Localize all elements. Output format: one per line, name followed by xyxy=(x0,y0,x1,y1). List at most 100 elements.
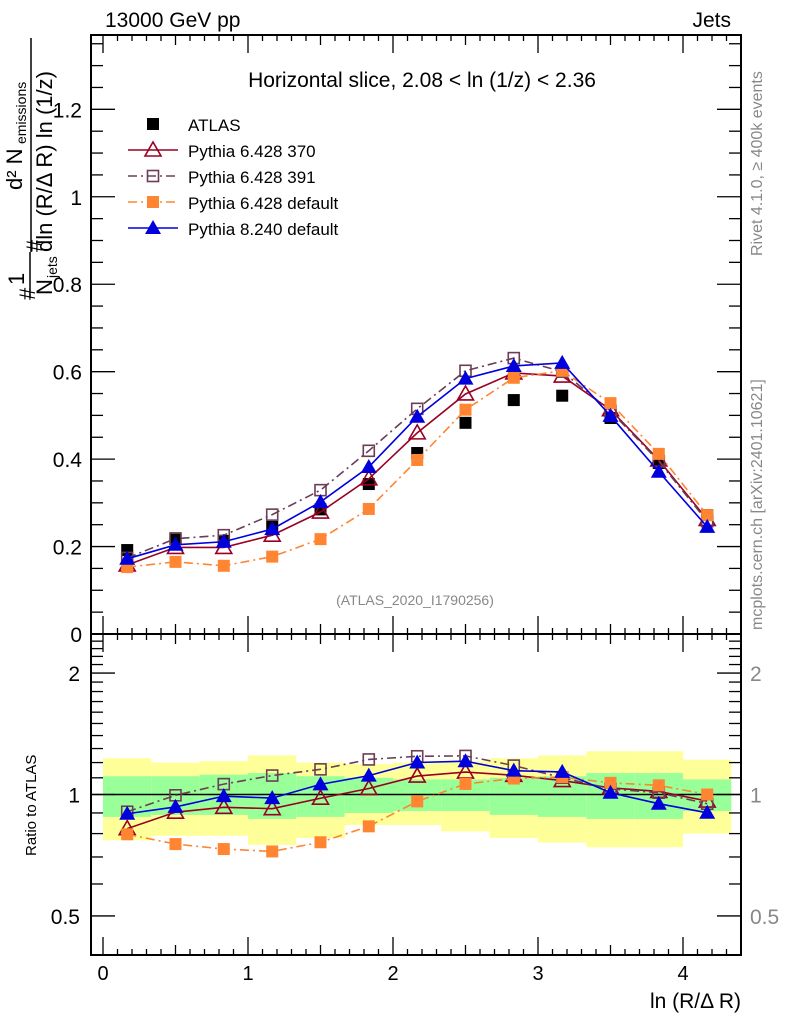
data-point-pythia-8-240-default xyxy=(312,493,329,508)
x-tick-label: 3 xyxy=(532,963,543,985)
legend-label-atlas: ATLAS xyxy=(188,116,241,135)
data-point-atlas xyxy=(459,416,472,429)
legend-marker-pythia-8-240-default xyxy=(145,220,161,234)
y-tick-label: 0.4 xyxy=(53,449,83,472)
ratio-point-pythia-8-240-default xyxy=(409,754,426,769)
ratio-y-tick-label-right: 0.5 xyxy=(750,906,779,929)
legend-marker-pythia-6-428-default xyxy=(147,196,159,208)
y-label-hash: # xyxy=(15,287,40,300)
x-tick-label: 4 xyxy=(677,963,688,985)
data-point-pythia-6-428-391 xyxy=(362,444,376,458)
data-point-pythia-6-428-default xyxy=(266,550,279,563)
ratio-point-pythia-6-428-370 xyxy=(407,766,427,783)
legend-marker-atlas xyxy=(147,118,159,130)
ratio-point-pythia-8-240-default xyxy=(360,767,377,782)
main-y-axis-label: # 1 N jets # d² N emissions dln (R/Δ R) … xyxy=(2,38,60,300)
data-point-pythia-6-428-370 xyxy=(407,423,427,440)
ratio-point-pythia-6-428-default xyxy=(314,836,327,849)
series-line-pythia-6-428-default xyxy=(127,369,708,568)
y-label-hash2: # xyxy=(22,239,47,252)
x-tick-label: 2 xyxy=(387,963,398,985)
y-tick-label: 0.8 xyxy=(53,274,82,297)
data-point-atlas xyxy=(556,389,569,402)
data-point-pythia-8-240-default xyxy=(215,533,232,548)
y-tick-label: 0 xyxy=(70,624,82,647)
ratio-y-axis-label: Ratio to ATLAS xyxy=(23,755,40,856)
rivet-version-label: Rivet 4.1.0, ≥ 400k events xyxy=(749,71,766,256)
ratio-point-pythia-6-428-391 xyxy=(265,769,279,782)
data-point-pythia-8-240-default xyxy=(505,357,522,372)
ratio-point-pythia-8-240-default xyxy=(215,788,232,803)
ratio-line-pythia-6-428-391 xyxy=(126,755,708,813)
ratio-point-pythia-8-240-default xyxy=(554,763,571,778)
data-point-pythia-8-240-default xyxy=(554,354,571,369)
ratio-point-pythia-8-240-default xyxy=(167,798,184,813)
legend-label-pythia-6-428-391: Pythia 6.428 391 xyxy=(188,168,316,187)
ratio-point-pythia-6-428-default xyxy=(459,777,472,790)
ratio-point-pythia-6-428-default xyxy=(169,838,182,851)
legend-label-pythia-6-428-370: Pythia 6.428 370 xyxy=(188,142,316,161)
main-series xyxy=(117,351,717,574)
data-point-pythia-6-428-default xyxy=(701,509,714,522)
data-point-pythia-6-428-391 xyxy=(265,508,279,521)
ratio-series xyxy=(117,749,717,858)
ratio-point-pythia-6-428-391 xyxy=(362,753,376,766)
data-point-atlas xyxy=(507,394,520,407)
legend-label-pythia-8-240-default: Pythia 8.240 default xyxy=(188,220,339,239)
data-point-pythia-8-240-default xyxy=(409,408,426,423)
data-point-pythia-6-428-default xyxy=(314,533,327,546)
ratio-y-tick-label-right: 2 xyxy=(750,663,762,686)
y-label-njets-sub: jets xyxy=(44,256,60,279)
ratio-point-pythia-6-428-default xyxy=(217,843,230,856)
ratio-point-pythia-8-240-default xyxy=(602,784,619,799)
ratio-y-tick-label: 1 xyxy=(68,785,80,808)
data-point-pythia-6-428-370 xyxy=(456,384,475,401)
ratio-point-pythia-6-428-370 xyxy=(311,788,330,806)
data-point-pythia-6-428-default xyxy=(362,502,375,515)
data-point-pythia-8-240-default xyxy=(264,521,281,536)
y-label-numerator-sub: emissions xyxy=(13,82,29,144)
ratio-point-pythia-8-240-default xyxy=(650,795,667,810)
legend-marker-pythia-6-428-391 xyxy=(146,169,160,183)
data-point-pythia-8-240-default xyxy=(360,458,377,473)
legend: ATLAS Pythia 6.428 370 Pythia 6.428 391 Pyt… xyxy=(128,116,339,239)
data-point-pythia-6-428-default xyxy=(217,559,230,572)
ratio-point-pythia-8-240-default xyxy=(505,762,522,777)
data-point-pythia-6-428-default xyxy=(604,397,617,410)
legend-label-pythia-6-428-default: Pythia 6.428 default xyxy=(188,194,339,213)
ratio-point-pythia-6-428-370 xyxy=(214,797,234,815)
ratio-point-pythia-6-428-391 xyxy=(314,763,327,776)
data-point-pythia-6-428-default xyxy=(169,555,182,568)
y-label-one: 1 xyxy=(4,273,29,285)
y-label-njets: N xyxy=(32,279,57,295)
data-point-pythia-8-240-default xyxy=(602,407,619,422)
x-tick-label: 1 xyxy=(242,963,253,985)
process-label: Jets xyxy=(692,9,731,32)
data-point-pythia-6-428-370 xyxy=(311,502,330,519)
plot-title: Horizontal slice, 2.08 < ln (1/z) < 2.36 xyxy=(248,69,596,92)
y-tick-label: 1.2 xyxy=(53,99,82,122)
x-axis-label: ln (R/Δ R) xyxy=(650,990,741,1013)
data-point-pythia-8-240-default xyxy=(650,463,667,478)
ratio-y-tick-label: 2 xyxy=(68,663,80,686)
data-point-pythia-6-428-default xyxy=(411,453,424,466)
ratio-y-tick-label-right: 1 xyxy=(750,785,762,808)
ratio-point-pythia-6-428-default xyxy=(266,845,279,858)
data-point-pythia-8-240-default xyxy=(699,518,716,533)
ratio-point-pythia-6-428-default xyxy=(121,828,134,841)
data-point-pythia-6-428-370 xyxy=(359,469,379,486)
analysis-watermark: (ATLAS_2020_I1790256) xyxy=(336,592,494,608)
data-point-pythia-6-428-default xyxy=(459,403,472,416)
ratio-point-pythia-8-240-default xyxy=(312,776,329,791)
ratio-point-pythia-8-240-default xyxy=(457,753,474,768)
ratio-point-pythia-8-240-default xyxy=(699,804,716,819)
x-tick-label: 0 xyxy=(97,963,108,985)
ratio-point-pythia-6-428-default xyxy=(362,820,375,833)
y-tick-label: 0.6 xyxy=(53,362,82,385)
ratio-point-pythia-6-428-default xyxy=(411,795,424,808)
ratio-point-pythia-8-240-default xyxy=(119,805,136,820)
ratio-point-pythia-6-428-default xyxy=(701,788,714,801)
ratio-uncertainty-bands xyxy=(103,751,732,848)
data-point-pythia-8-240-default xyxy=(457,370,474,385)
